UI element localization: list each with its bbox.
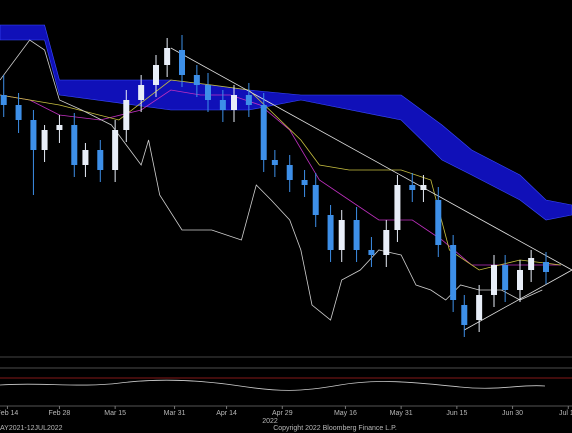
candle-body xyxy=(461,305,468,325)
candle-body xyxy=(528,258,535,270)
candle-body xyxy=(164,48,171,65)
range-label: AY2021-12JUL2022 xyxy=(0,425,63,432)
candle-body xyxy=(450,245,457,300)
candle-body xyxy=(286,165,293,180)
candle-body xyxy=(420,185,427,190)
candle-body xyxy=(179,50,185,75)
oscillator-line xyxy=(0,379,546,391)
candle-body xyxy=(271,160,278,165)
copyright: Copyright 2022 Bloomberg Finance L.P. xyxy=(273,425,397,432)
x-tick-label: Jul 15 xyxy=(559,410,572,417)
candle-body xyxy=(123,100,130,130)
candle-body xyxy=(491,265,497,295)
candle-body xyxy=(0,95,7,105)
candle-body xyxy=(260,105,267,160)
candle-body xyxy=(193,75,200,85)
candle-body xyxy=(219,100,226,110)
candle-body xyxy=(245,95,252,105)
candle-body xyxy=(82,150,89,165)
x-tick-label: Feb 28 xyxy=(49,410,71,417)
candle-body xyxy=(517,270,523,290)
candle-body xyxy=(543,262,549,272)
candle-body xyxy=(231,95,237,110)
candle-body xyxy=(353,220,360,250)
x-tick-label: Jun 15 xyxy=(446,410,467,417)
candle-body xyxy=(301,180,308,185)
cloud-band xyxy=(0,24,572,221)
candle-body xyxy=(138,85,145,100)
candle-body xyxy=(409,185,416,190)
candle-body xyxy=(30,120,37,150)
candle-body xyxy=(71,125,78,165)
indicator-line xyxy=(0,79,561,271)
candle-body xyxy=(153,65,159,85)
year-label: 2022 xyxy=(262,418,278,425)
candle-body xyxy=(205,85,211,100)
x-tick-label: Mar 15 xyxy=(104,410,126,417)
candle-body xyxy=(312,185,319,215)
indicator-line xyxy=(464,269,572,331)
candle-body xyxy=(327,215,334,250)
indicator-line xyxy=(0,39,543,321)
candle-body xyxy=(368,250,375,255)
candle-body xyxy=(112,130,119,170)
candle-body xyxy=(97,150,104,170)
candle-body xyxy=(15,105,22,120)
x-tick-label: May 16 xyxy=(334,410,357,417)
indicator-line xyxy=(170,47,572,271)
x-tick-label: Jun 30 xyxy=(502,410,523,417)
candle-body xyxy=(394,185,401,230)
candle-body xyxy=(502,265,509,290)
x-tick-label: Mar 31 xyxy=(164,410,186,417)
x-tick-label: Apr 29 xyxy=(272,410,293,417)
x-tick-label: Feb 14 xyxy=(0,410,18,417)
candle-body xyxy=(41,130,48,150)
candle-body xyxy=(56,125,63,130)
candle-body xyxy=(383,230,390,255)
candle-body xyxy=(338,220,345,250)
x-tick-label: May 31 xyxy=(390,410,413,417)
candle-body xyxy=(435,200,442,245)
candle-body xyxy=(476,295,483,320)
x-tick-label: Apr 14 xyxy=(216,410,237,417)
